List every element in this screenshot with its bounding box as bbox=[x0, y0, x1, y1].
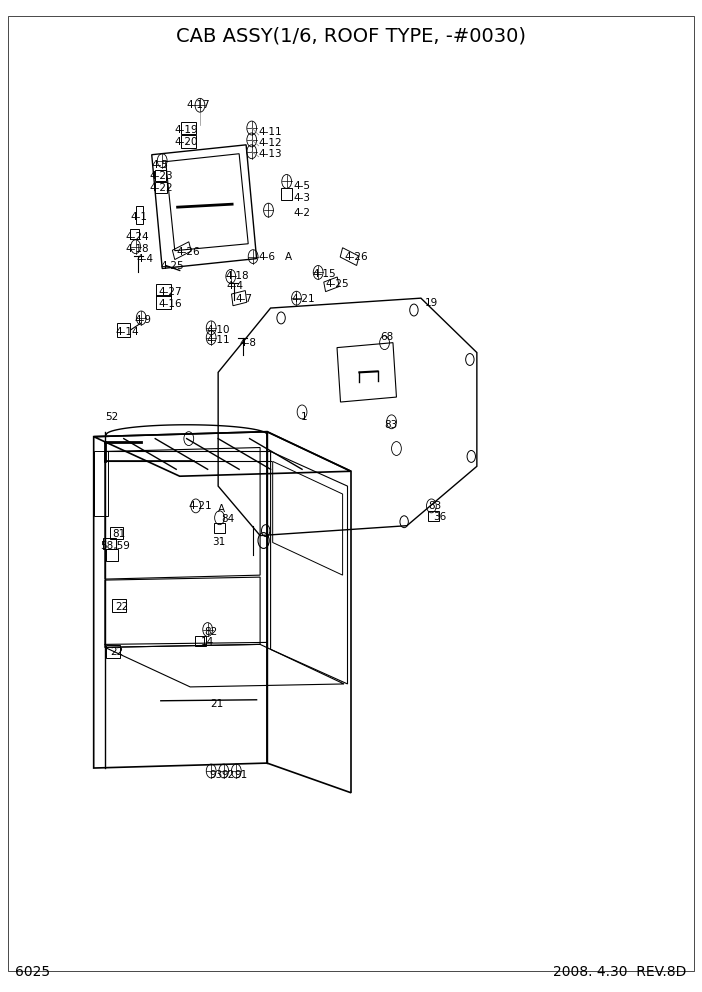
Text: 4-26: 4-26 bbox=[344, 252, 368, 262]
Text: 93: 93 bbox=[210, 770, 223, 780]
Text: 4-11: 4-11 bbox=[259, 127, 282, 137]
Text: 2008. 4.30  REV.8D: 2008. 4.30 REV.8D bbox=[553, 965, 687, 979]
Text: 4-20: 4-20 bbox=[175, 137, 198, 147]
Text: 31: 31 bbox=[213, 538, 226, 548]
Text: 4-4: 4-4 bbox=[136, 254, 153, 264]
Text: 4-11: 4-11 bbox=[206, 334, 230, 344]
Text: 4-2: 4-2 bbox=[293, 208, 311, 218]
Text: 22: 22 bbox=[110, 648, 123, 658]
Text: 4-21: 4-21 bbox=[291, 295, 315, 305]
Text: 4-24: 4-24 bbox=[125, 232, 149, 242]
Text: 92: 92 bbox=[222, 770, 235, 780]
Text: A: A bbox=[284, 252, 292, 262]
Text: 81: 81 bbox=[112, 529, 125, 539]
Text: 68: 68 bbox=[380, 331, 394, 341]
Text: 4-12: 4-12 bbox=[259, 138, 282, 148]
Text: 4-9: 4-9 bbox=[134, 314, 151, 325]
Text: 6025: 6025 bbox=[15, 965, 51, 979]
Text: 21: 21 bbox=[210, 698, 223, 708]
Text: 4-18: 4-18 bbox=[125, 244, 149, 254]
Text: 4-14: 4-14 bbox=[115, 326, 139, 337]
Text: 84: 84 bbox=[222, 514, 235, 524]
Text: 4-3: 4-3 bbox=[293, 193, 311, 203]
Text: 83: 83 bbox=[428, 501, 441, 511]
Text: 4-8: 4-8 bbox=[239, 337, 256, 347]
Text: 4-25: 4-25 bbox=[161, 261, 185, 271]
Text: 36: 36 bbox=[434, 512, 446, 522]
Text: 4-25: 4-25 bbox=[326, 280, 350, 290]
Text: 4-17: 4-17 bbox=[187, 100, 211, 110]
Text: CAB ASSY(1/6, ROOF TYPE, -#0030): CAB ASSY(1/6, ROOF TYPE, -#0030) bbox=[176, 26, 526, 45]
Text: 22: 22 bbox=[115, 602, 128, 612]
Text: 4-15: 4-15 bbox=[312, 270, 336, 280]
Text: 4-10: 4-10 bbox=[206, 324, 230, 335]
Text: 19: 19 bbox=[425, 299, 437, 309]
Text: 4-23: 4-23 bbox=[150, 172, 173, 182]
Text: A: A bbox=[218, 504, 225, 514]
Text: 4-5: 4-5 bbox=[293, 182, 311, 191]
Text: 1: 1 bbox=[300, 412, 307, 422]
Text: 4-6: 4-6 bbox=[259, 252, 276, 262]
Text: 82: 82 bbox=[204, 627, 218, 637]
Text: 4-4: 4-4 bbox=[227, 282, 244, 292]
Text: 4-18: 4-18 bbox=[225, 272, 249, 282]
Text: 4-19: 4-19 bbox=[175, 125, 199, 135]
Text: 58,59: 58,59 bbox=[100, 542, 131, 552]
Text: 91: 91 bbox=[234, 770, 248, 780]
Text: 4-27: 4-27 bbox=[159, 288, 183, 298]
Text: 4-5: 4-5 bbox=[152, 160, 168, 170]
Text: 4-13: 4-13 bbox=[259, 149, 282, 159]
Text: 4-26: 4-26 bbox=[176, 247, 200, 257]
Text: 4-21: 4-21 bbox=[189, 501, 213, 511]
Text: 52: 52 bbox=[105, 412, 118, 422]
Text: 4-1: 4-1 bbox=[131, 212, 147, 222]
Text: 4-22: 4-22 bbox=[150, 184, 173, 193]
Text: 83: 83 bbox=[385, 420, 398, 430]
Text: 4-16: 4-16 bbox=[159, 300, 183, 310]
Text: 14: 14 bbox=[201, 638, 214, 648]
Text: 4-7: 4-7 bbox=[236, 295, 253, 305]
